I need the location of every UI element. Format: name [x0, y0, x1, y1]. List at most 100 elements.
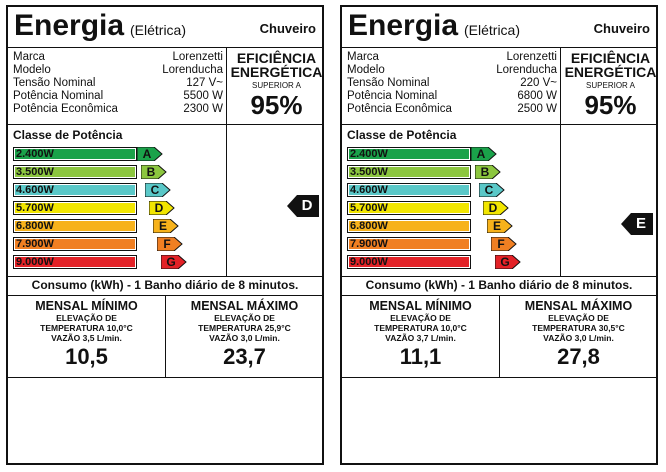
label-subtitle: (Elétrica)	[130, 22, 187, 38]
energy-label-2: Energia (Elétrica) Chuveiro Marca Lorenz…	[340, 5, 658, 465]
efficiency-title: EFICIÊNCIA	[570, 50, 651, 66]
monthly-maximum-line: ELEVAÇÃO DE	[548, 313, 609, 323]
product-type: Chuveiro	[593, 21, 650, 36]
power-class-fill	[15, 203, 135, 213]
monthly-maximum-line: ELEVAÇÃO DE	[214, 313, 275, 323]
power-class-fill	[349, 185, 469, 195]
power-class-bar: 7.900W	[13, 237, 137, 251]
monthly-minimum-temperature: TEMPERATURA 10,0°C	[40, 323, 133, 333]
power-class-fill	[15, 239, 135, 249]
monthly-minimum-temperature: TEMPERATURA 10,0°C	[374, 323, 467, 333]
consumption-caption: Consumo (kWh) - 1 Banho diário de 8 minu…	[365, 278, 633, 292]
divider	[8, 377, 322, 378]
monthly-minimum-line: ELEVAÇÃO DE	[56, 313, 117, 323]
spec-row-brand: Marca Lorenzetti	[347, 51, 557, 64]
spec-key: Marca	[13, 51, 45, 63]
power-class-fill	[349, 257, 469, 267]
efficiency-value: 95%	[584, 90, 637, 120]
power-class-fill	[15, 149, 135, 159]
monthly-maximum-title: MENSAL MÁXIMO	[524, 299, 633, 313]
spec-key: Potência Nominal	[13, 90, 104, 102]
power-class-bar: 2.400W	[13, 147, 137, 161]
power-class-arrow	[495, 255, 521, 269]
divider	[499, 295, 500, 377]
monthly-minimum-line: ELEVAÇÃO DE	[390, 313, 451, 323]
power-class-value: 2.400W	[350, 148, 388, 160]
monthly-maximum: MENSAL MÁXIMO ELEVAÇÃO DE TEMPERATURA 25…	[166, 299, 323, 370]
power-class-value: 4.600W	[16, 184, 54, 196]
rating-letter: D	[301, 197, 313, 214]
monthly-minimum-flow: VAZÃO 3,5 L/min.	[51, 333, 122, 343]
power-class-letter: A	[476, 147, 486, 161]
power-class-value: 5.700W	[350, 202, 388, 214]
power-class-bar: 2.400W	[347, 147, 471, 161]
spec-row-voltage: Tensão Nominal 220 V~	[347, 77, 557, 90]
label-title: Energia	[14, 9, 125, 42]
power-class-fill	[15, 167, 135, 177]
rating-marker: D	[287, 195, 319, 217]
monthly-minimum: MENSAL MÍNIMO ELEVAÇÃO DE TEMPERATURA 10…	[8, 299, 165, 370]
power-class-letter: E	[158, 219, 167, 233]
class-header: Classe de Potência	[13, 128, 123, 142]
power-class-arrow	[471, 147, 497, 161]
power-class-letter: D	[488, 201, 498, 215]
divider	[8, 276, 322, 277]
power-class-arrow	[487, 219, 513, 233]
spec-value: 5500 W	[183, 90, 223, 102]
spec-row-nominal-power: Potência Nominal 6800 W	[347, 90, 557, 103]
efficiency-caption: SUPERIOR A	[252, 81, 301, 90]
power-class-arrow	[149, 201, 175, 215]
power-class-letter: D	[154, 201, 164, 215]
power-class-arrow	[145, 183, 171, 197]
power-class-bar: 4.600W	[13, 183, 137, 197]
spec-key: Tensão Nominal	[13, 77, 96, 89]
divider	[165, 295, 166, 377]
monthly-minimum-value: 11,1	[399, 344, 442, 369]
monthly-maximum-value: 27,8	[557, 344, 600, 369]
power-class-arrow	[479, 183, 505, 197]
spec-key: Potência Econômica	[13, 103, 118, 115]
spec-row-model: Modelo Lorenducha	[13, 64, 223, 77]
divider	[226, 47, 227, 276]
spec-value: 220 V~	[520, 77, 557, 89]
divider	[8, 47, 322, 48]
monthly-maximum-value: 23,7	[223, 344, 266, 369]
spec-row-nominal-power: Potência Nominal 5500 W	[13, 90, 223, 103]
divider	[342, 47, 656, 48]
monthly-minimum-title: MENSAL MÍNIMO	[35, 299, 138, 313]
monthly-maximum-temperature: TEMPERATURA 25,9°C	[198, 323, 291, 333]
spec-value: Lorenzetti	[172, 51, 223, 63]
power-class-letter: F	[497, 237, 505, 251]
rating-letter: E	[635, 215, 646, 232]
power-class-arrow	[161, 255, 187, 269]
power-class-arrow	[141, 165, 167, 179]
spec-key: Marca	[347, 51, 379, 63]
divider	[342, 377, 656, 378]
power-class-bar: 3.500W	[347, 165, 471, 179]
power-class-fill	[349, 149, 469, 159]
power-class-letter: G	[166, 255, 176, 269]
efficiency-title: EFICIÊNCIA	[236, 50, 317, 66]
power-class-bar: 6.800W	[13, 219, 137, 233]
power-class-arrow	[475, 165, 501, 179]
power-class-value: 4.600W	[350, 184, 388, 196]
power-class-value: 5.700W	[16, 202, 54, 214]
power-class-arrow	[153, 219, 179, 233]
spec-value: 6800 W	[517, 90, 557, 102]
power-class-bar: 6.800W	[347, 219, 471, 233]
power-class-arrow	[491, 237, 517, 251]
power-class-arrow	[137, 147, 163, 161]
efficiency-subtitle: ENERGÉTICA	[564, 64, 657, 80]
class-header: Classe de Potência	[347, 128, 457, 142]
power-class-fill	[15, 221, 135, 231]
spec-key: Modelo	[13, 64, 51, 76]
efficiency-subtitle: ENERGÉTICA	[230, 64, 323, 80]
power-class-bar: 5.700W	[13, 201, 137, 215]
energy-label-1: Energia (Elétrica) Chuveiro Marca Lorenz…	[6, 5, 324, 465]
monthly-maximum-flow: VAZÃO 3,0 L/min.	[543, 333, 614, 343]
spec-value: 2500 W	[517, 103, 557, 115]
monthly-maximum-flow: VAZÃO 3,0 L/min.	[209, 333, 280, 343]
power-class-value: 2.400W	[16, 148, 54, 160]
power-class-value: 6.800W	[16, 220, 54, 232]
power-class-arrow	[483, 201, 509, 215]
